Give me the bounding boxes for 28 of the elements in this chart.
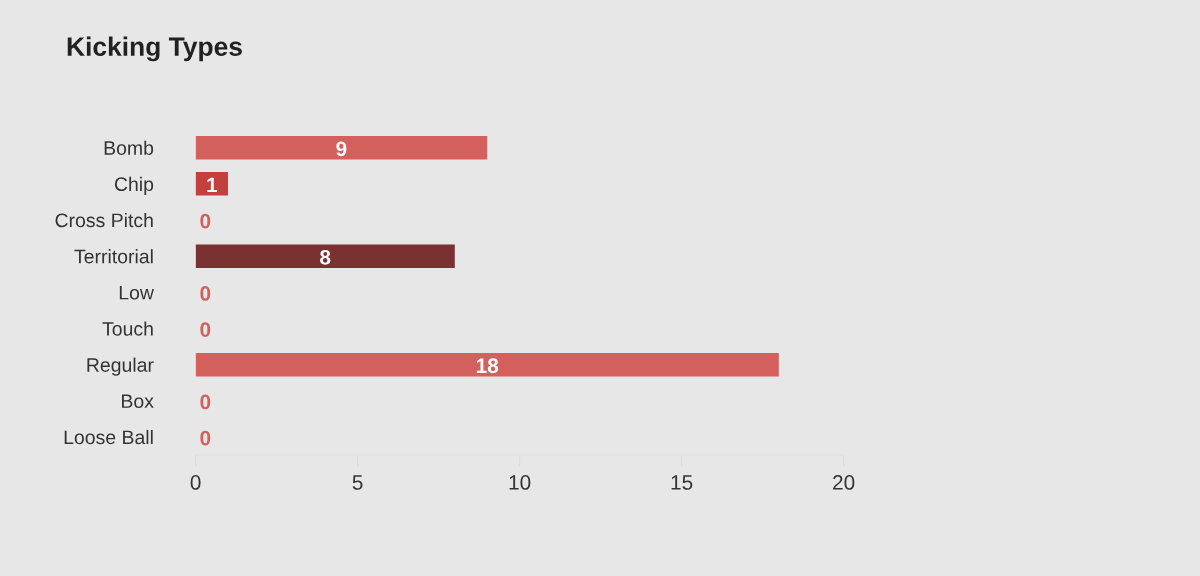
bar	[195, 244, 455, 268]
x-tick-label: 15	[671, 475, 693, 490]
data-label: 8	[320, 249, 331, 265]
data-label: 18	[476, 358, 499, 374]
bar	[195, 135, 488, 160]
data-label: 1	[207, 177, 218, 193]
data-label: 0	[200, 322, 211, 337]
y-tick-label: Bomb	[104, 140, 154, 155]
x-tick-label: 10	[509, 475, 531, 490]
x-tick-label: 5	[352, 475, 363, 490]
bar	[195, 172, 228, 196]
data-label: 0	[200, 430, 211, 446]
data-label: 0	[200, 286, 211, 301]
y-tick-label: Territorial	[74, 249, 153, 264]
y-tick-label: Chip	[114, 176, 154, 195]
data-label: 0	[200, 213, 211, 229]
y-tick-label: Cross Pitch	[55, 212, 153, 228]
y-tick-label: Regular	[87, 357, 154, 376]
data-label: 9	[336, 141, 347, 157]
chart-title: Kicking Types	[67, 36, 242, 62]
bar	[195, 352, 779, 377]
y-tick-label: Touch	[102, 321, 153, 336]
y-tick-label: Loose Ball	[64, 429, 153, 445]
y-tick-label: Box	[122, 394, 154, 409]
y-tick-label: Low	[119, 285, 154, 300]
data-label: 0	[200, 394, 211, 410]
x-tick-label: 0	[190, 475, 201, 490]
x-tick-label: 20	[833, 475, 855, 490]
